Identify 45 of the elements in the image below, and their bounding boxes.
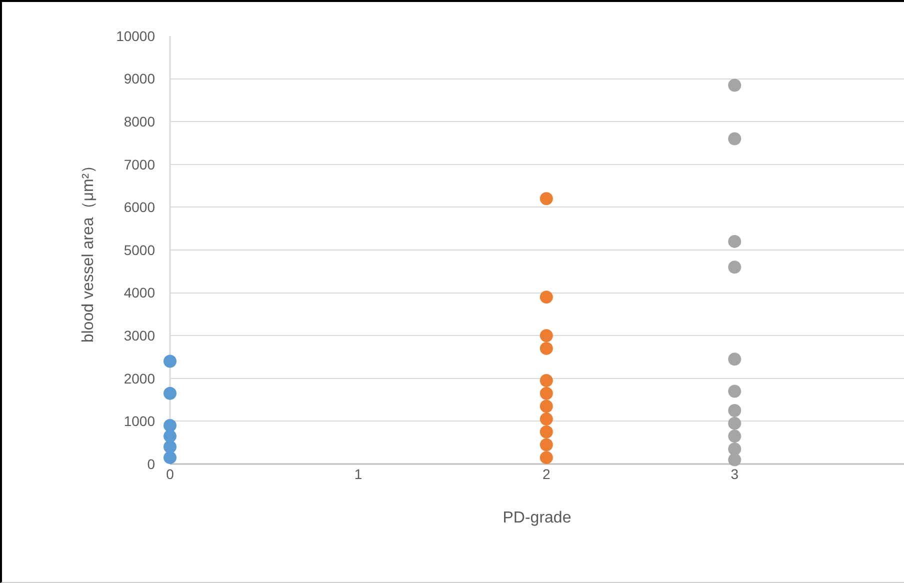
point (164, 430, 176, 443)
x-tick-label: 1 (354, 466, 362, 482)
point (540, 425, 553, 438)
point (164, 440, 176, 454)
point (728, 260, 742, 274)
x-tick-label: 3 (730, 466, 739, 482)
point (540, 412, 553, 426)
point (540, 374, 553, 388)
y-tick-label: 6000 (124, 199, 156, 216)
point (728, 352, 742, 366)
point (164, 354, 176, 368)
y-tick-label: 1000 (124, 413, 156, 430)
x-tick-label: 0 (166, 466, 174, 482)
point (540, 438, 553, 452)
point (540, 192, 553, 206)
point (540, 342, 553, 355)
y-tick-label: 4000 (124, 284, 156, 301)
y-tick-label: 3000 (124, 328, 156, 344)
point (164, 418, 176, 432)
point (540, 329, 553, 342)
y-tick-label: 8000 (124, 114, 156, 130)
point (728, 78, 742, 92)
point (728, 453, 742, 466)
y-tick-label: 5000 (124, 242, 156, 258)
y-tick-label: 10000 (116, 28, 156, 44)
point (728, 234, 742, 248)
y-tick-label: 0 (147, 456, 156, 472)
point (728, 404, 742, 417)
point (728, 132, 742, 146)
point (728, 442, 742, 456)
point (728, 416, 742, 430)
point (540, 386, 553, 400)
point (164, 386, 176, 400)
x-axis-title: PD-grade (502, 510, 572, 527)
point (540, 290, 553, 304)
point (728, 384, 742, 398)
y-tick-label: 2000 (124, 370, 156, 386)
point (164, 451, 176, 464)
point (540, 400, 553, 413)
y-axis-title: blood vessel area（μm²） (80, 157, 97, 343)
y-tick-label: 7000 (124, 156, 156, 172)
point (728, 430, 742, 443)
point (540, 451, 553, 464)
x-tick-label: 2 (542, 466, 551, 482)
y-tick-label: 9000 (124, 70, 156, 87)
